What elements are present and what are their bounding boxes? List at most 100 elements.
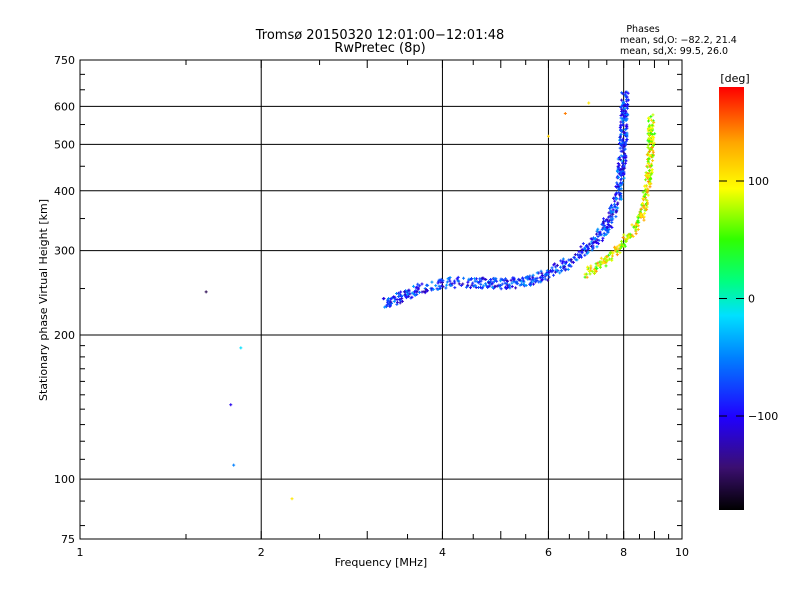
o-mode-point bbox=[540, 271, 544, 275]
x-mode-point bbox=[589, 264, 593, 268]
x-mode-point bbox=[626, 236, 630, 240]
x-mode-point bbox=[651, 134, 655, 138]
o-mode-point bbox=[560, 269, 564, 273]
o-mode-point bbox=[490, 285, 494, 289]
o-mode-point bbox=[621, 118, 625, 122]
o-mode-point bbox=[601, 236, 605, 240]
o-mode-point bbox=[577, 250, 581, 254]
o-mode-point bbox=[564, 267, 568, 271]
o-mode-point bbox=[623, 127, 627, 131]
o-mode-point bbox=[533, 277, 537, 281]
o-mode-point bbox=[499, 279, 503, 283]
o-mode-point bbox=[610, 221, 614, 225]
o-mode-point bbox=[554, 270, 558, 274]
o-mode-point bbox=[600, 239, 604, 243]
grid-lines bbox=[80, 60, 682, 539]
o-mode-point bbox=[605, 226, 609, 230]
o-mode-point bbox=[592, 241, 596, 245]
o-mode-point bbox=[487, 281, 491, 285]
o-mode-point bbox=[521, 277, 525, 281]
o-mode-point bbox=[392, 299, 396, 303]
o-mode-point bbox=[551, 269, 555, 273]
o-mode-point bbox=[590, 248, 594, 252]
o-mode-point bbox=[497, 283, 501, 287]
o-mode-point bbox=[477, 281, 481, 285]
chart-subtitle: RwPretec (8p) bbox=[334, 41, 425, 56]
o-mode-point bbox=[625, 133, 629, 137]
o-mode-point bbox=[607, 225, 611, 229]
o-mode-point bbox=[616, 185, 620, 189]
o-mode-point bbox=[436, 288, 440, 292]
o-mode-point bbox=[500, 278, 504, 282]
x-mode-point bbox=[650, 127, 654, 131]
o-mode-point bbox=[522, 279, 526, 283]
o-mode-point bbox=[622, 145, 626, 149]
o-mode-point bbox=[462, 276, 466, 280]
o-mode-point bbox=[619, 170, 623, 174]
o-mode-point bbox=[596, 234, 600, 238]
o-mode-point bbox=[598, 230, 602, 234]
y-tick-label: 600 bbox=[54, 100, 75, 113]
o-mode-point bbox=[581, 242, 585, 246]
o-mode-point bbox=[531, 273, 535, 277]
o-mode-point bbox=[411, 284, 415, 288]
o-mode-point bbox=[398, 301, 402, 305]
o-mode-point bbox=[457, 279, 461, 283]
o-mode-point bbox=[505, 282, 509, 286]
o-mode-point bbox=[619, 138, 623, 142]
x-mode-point bbox=[646, 116, 650, 120]
isolated-point bbox=[232, 463, 236, 467]
o-mode-point bbox=[615, 202, 619, 206]
o-mode-point bbox=[593, 237, 597, 241]
x-mode-point bbox=[645, 208, 649, 212]
x-mode-point bbox=[636, 216, 640, 220]
o-mode-point bbox=[399, 299, 403, 303]
o-mode-point bbox=[503, 281, 507, 285]
o-mode-point bbox=[584, 250, 588, 254]
o-mode-point bbox=[623, 93, 627, 97]
o-mode-point bbox=[449, 283, 453, 287]
data-points bbox=[204, 90, 657, 501]
o-mode-point bbox=[407, 288, 411, 292]
colorbar-ticks: 100 0 −100 bbox=[719, 175, 778, 423]
x-mode-point bbox=[592, 267, 596, 271]
o-mode-point bbox=[546, 272, 550, 276]
o-mode-point bbox=[583, 246, 587, 250]
x-mode-point bbox=[646, 145, 650, 149]
o-mode-point bbox=[620, 167, 624, 171]
x-mode-point bbox=[650, 118, 654, 122]
o-mode-point bbox=[616, 206, 620, 210]
o-mode-point bbox=[413, 290, 417, 294]
x-mode-point bbox=[617, 243, 621, 247]
x-mode-point bbox=[647, 119, 651, 123]
o-mode-point bbox=[558, 271, 562, 275]
x-tick-label: 1 bbox=[77, 546, 84, 559]
o-mode-point bbox=[400, 294, 404, 298]
o-mode-point bbox=[482, 284, 486, 288]
o-mode-point bbox=[514, 286, 518, 290]
x-mode-point bbox=[630, 223, 634, 227]
o-mode-point bbox=[515, 281, 519, 285]
x-mode-point bbox=[634, 228, 638, 232]
x-mode-point bbox=[643, 211, 647, 215]
x-mode-point bbox=[590, 269, 594, 273]
x-mode-point bbox=[615, 253, 619, 257]
o-mode-point bbox=[624, 118, 628, 122]
o-mode-point bbox=[620, 146, 624, 150]
o-mode-point bbox=[397, 292, 401, 296]
o-mode-point bbox=[623, 131, 627, 135]
o-mode-point bbox=[621, 161, 625, 165]
o-mode-point bbox=[453, 286, 457, 290]
x-mode-point bbox=[639, 213, 643, 217]
o-mode-point bbox=[595, 240, 599, 244]
o-mode-point bbox=[415, 293, 419, 297]
x-mode-point bbox=[586, 265, 590, 269]
x-mode-point bbox=[648, 150, 652, 154]
o-mode-point bbox=[438, 287, 442, 291]
x-mode-point bbox=[645, 175, 649, 179]
x-mode-point bbox=[599, 256, 603, 260]
o-mode-point bbox=[547, 275, 551, 279]
o-mode-point bbox=[434, 284, 438, 288]
o-mode-point bbox=[592, 236, 596, 240]
x-mode-point bbox=[618, 247, 622, 251]
